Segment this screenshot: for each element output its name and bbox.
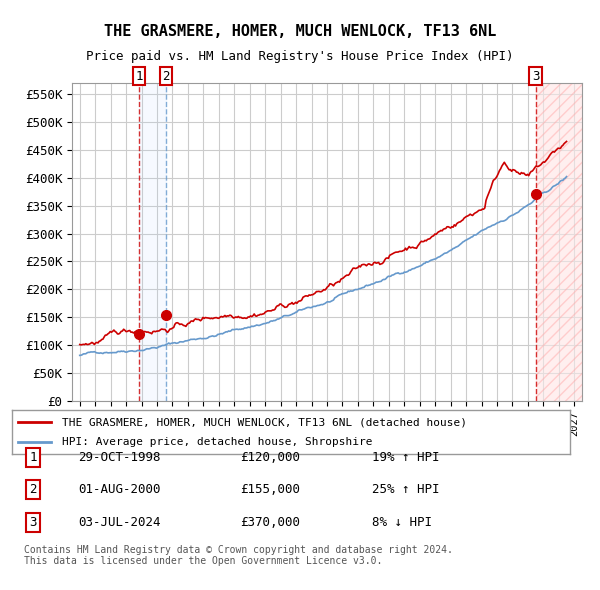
- Text: 2: 2: [162, 70, 170, 83]
- Bar: [139, 83, 166, 401]
- Text: 03-JUL-2024: 03-JUL-2024: [78, 516, 161, 529]
- Text: 3: 3: [532, 70, 539, 83]
- Text: Contains HM Land Registry data © Crown copyright and database right 2024.
This d: Contains HM Land Registry data © Crown c…: [24, 545, 453, 566]
- Text: 2: 2: [29, 483, 37, 496]
- Text: 1: 1: [135, 70, 143, 83]
- Text: Price paid vs. HM Land Registry's House Price Index (HPI): Price paid vs. HM Land Registry's House …: [86, 50, 514, 63]
- Text: 25% ↑ HPI: 25% ↑ HPI: [372, 483, 439, 496]
- Text: 19% ↑ HPI: 19% ↑ HPI: [372, 451, 439, 464]
- Text: 01-AUG-2000: 01-AUG-2000: [78, 483, 161, 496]
- Text: £120,000: £120,000: [240, 451, 300, 464]
- Text: £370,000: £370,000: [240, 516, 300, 529]
- Text: HPI: Average price, detached house, Shropshire: HPI: Average price, detached house, Shro…: [62, 437, 373, 447]
- Text: THE GRASMERE, HOMER, MUCH WENLOCK, TF13 6NL: THE GRASMERE, HOMER, MUCH WENLOCK, TF13 …: [104, 24, 496, 38]
- Text: 29-OCT-1998: 29-OCT-1998: [78, 451, 161, 464]
- Text: £155,000: £155,000: [240, 483, 300, 496]
- Bar: [536, 83, 590, 401]
- Text: THE GRASMERE, HOMER, MUCH WENLOCK, TF13 6NL (detached house): THE GRASMERE, HOMER, MUCH WENLOCK, TF13 …: [62, 418, 467, 427]
- Bar: [536, 83, 590, 401]
- Text: 8% ↓ HPI: 8% ↓ HPI: [372, 516, 432, 529]
- Text: 3: 3: [29, 516, 37, 529]
- Text: 1: 1: [29, 451, 37, 464]
